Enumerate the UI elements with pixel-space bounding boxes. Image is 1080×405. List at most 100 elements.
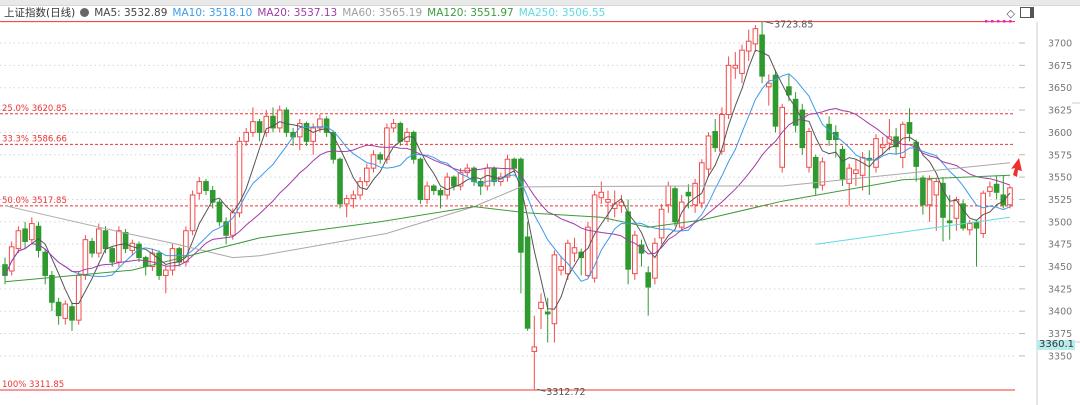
candle-body: [451, 176, 457, 187]
candle-body: [558, 266, 564, 271]
legend-ma5: MA5: 3532.89: [94, 7, 168, 19]
candle-body: [82, 239, 89, 276]
candle: [89, 237, 95, 258]
candle: [297, 118, 303, 151]
candle: [69, 302, 75, 331]
candle: [136, 241, 142, 263]
candle: [571, 237, 578, 263]
candle: [558, 255, 564, 276]
candle: [457, 168, 464, 191]
candle: [417, 157, 424, 204]
candle: [250, 107, 256, 137]
candle: [873, 134, 879, 173]
candle: [15, 226, 22, 254]
candle: [819, 157, 826, 191]
candle: [22, 221, 28, 249]
candle-body: [873, 138, 879, 168]
candle-body: [685, 191, 692, 197]
candle-body: [511, 158, 517, 169]
candle: [946, 194, 953, 240]
candle: [518, 157, 524, 294]
candle-body: [102, 230, 109, 250]
candle: [866, 150, 873, 195]
candle-body: [424, 185, 430, 200]
candle: [846, 163, 853, 206]
candle-body: [732, 64, 739, 69]
candle: [725, 56, 732, 119]
candle: [75, 270, 82, 325]
candle-body: [236, 140, 243, 214]
candle: [390, 118, 397, 133]
candle-body: [806, 131, 812, 168]
candle-body: [163, 269, 169, 276]
candle-body: [364, 167, 370, 183]
candle-body: [692, 182, 698, 206]
candle-body: [638, 244, 645, 254]
candle-body: [853, 169, 859, 175]
candle-body: [283, 109, 290, 133]
candle-body: [89, 240, 95, 254]
candle-body: [953, 198, 960, 219]
candle-body: [203, 181, 209, 192]
candle: [605, 190, 611, 222]
candle: [223, 217, 229, 245]
candle-body: [752, 28, 759, 45]
candle-body: [29, 223, 35, 241]
candle-body: [417, 158, 424, 200]
candle-body: [518, 158, 524, 253]
candle-body: [725, 64, 732, 116]
panel-toggle-icon[interactable]: [1020, 7, 1034, 18]
candle-body: [256, 121, 263, 133]
candle: [645, 266, 652, 316]
candle-body: [2, 264, 8, 276]
candle: [1000, 175, 1007, 209]
candle-body: [940, 182, 946, 218]
candle-body: [390, 122, 397, 129]
diamond-icon[interactable]: ◇: [1006, 7, 1015, 20]
candle: [216, 199, 223, 227]
info-icon[interactable]: [80, 8, 90, 17]
y-tick-label: 3550: [1048, 173, 1072, 184]
candle-body: [49, 274, 55, 303]
candle-body: [839, 148, 846, 180]
candle: [410, 130, 417, 164]
candle: [732, 51, 739, 79]
candle-body: [377, 154, 383, 160]
candle: [163, 266, 169, 294]
candle-body: [585, 226, 591, 276]
candle-body: [330, 131, 337, 160]
candle-body: [263, 115, 270, 133]
candle: [692, 178, 698, 213]
annotation-pointer: [537, 388, 546, 392]
ma250-line: [815, 216, 1011, 245]
candle-body: [531, 346, 538, 352]
candle-body: [772, 74, 779, 127]
candle: [598, 181, 605, 204]
candle-body: [859, 156, 866, 176]
candle: [993, 175, 1000, 200]
candle-body: [739, 49, 745, 74]
candle-body: [55, 301, 62, 317]
candle-body: [216, 201, 223, 223]
candle-body: [987, 186, 993, 192]
ma120-line: [4, 174, 1011, 283]
ma5-line: [4, 49, 1011, 310]
candle-body: [310, 127, 316, 142]
candle-body: [276, 109, 283, 129]
extreme-price-label: 3312.72: [546, 387, 585, 398]
annotation-pointer: [764, 21, 774, 25]
candle: [256, 118, 263, 142]
signal-dot: [991, 20, 994, 23]
candle: [973, 220, 980, 267]
candle: [940, 177, 946, 242]
candle: [102, 226, 109, 254]
candle: [933, 178, 940, 231]
candle: [189, 190, 196, 236]
candle-body: [243, 131, 249, 142]
candle-body: [946, 220, 953, 224]
candle: [538, 293, 544, 330]
y-tick-label: 3350: [1048, 351, 1072, 362]
candle: [879, 136, 886, 155]
candle-body: [484, 167, 491, 187]
candle: [799, 103, 806, 155]
